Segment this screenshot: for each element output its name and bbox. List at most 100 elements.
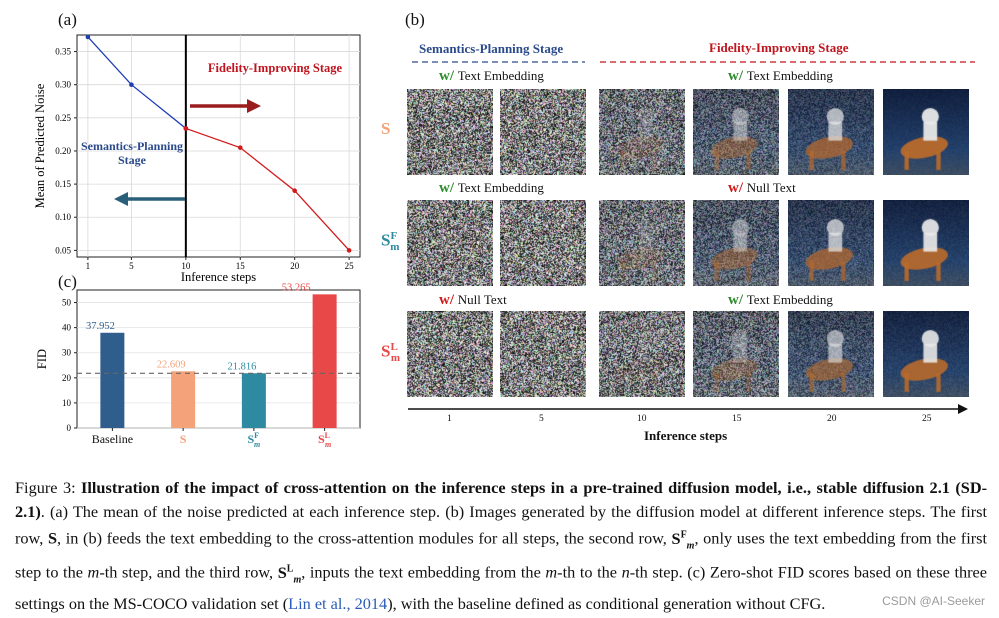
generated-image <box>693 311 779 397</box>
y-tick-label: 10 <box>62 398 72 408</box>
plot-frame <box>76 34 361 258</box>
data-point <box>292 188 297 194</box>
row-label-2: SFm <box>381 230 400 254</box>
row-header-w: w/ <box>439 68 458 84</box>
y-tick-label: 30 <box>62 348 72 358</box>
generated-image <box>883 200 969 286</box>
image-canvas <box>693 200 779 286</box>
bar-value-label: 37.952 <box>86 321 115 332</box>
row-header-text: Text Embedding <box>746 68 833 83</box>
y-tick-label: 0.20 <box>55 146 71 156</box>
caption-var-m: m <box>87 562 100 582</box>
generated-image <box>788 89 874 175</box>
image-canvas <box>500 200 586 286</box>
fid-bar-chart: 0 10 20 30 40 50 37.952 Baseline 22.609 S 21.816 SF… <box>35 282 361 449</box>
caption-symbol-slm: SLm <box>277 562 302 586</box>
stage-dashed-lines <box>412 61 975 63</box>
image-canvas <box>693 311 779 397</box>
caption-text: , only uses the text embedding from the … <box>15 528 988 582</box>
caption-text: . (a) The mean of the noise predicted at… <box>15 501 987 548</box>
watermark: CSDN @AI-Seeker <box>882 594 985 608</box>
panel-a-letter: (a) <box>58 10 77 29</box>
bar-value-label: 21.816 <box>227 361 256 372</box>
caption-text: ), with the baseline defined as conditio… <box>387 593 826 613</box>
y-axis-label: FID <box>35 349 49 369</box>
bar-value-label: 22.609 <box>157 359 186 370</box>
image-canvas <box>407 311 493 397</box>
row-label-1: S <box>381 119 391 138</box>
image-canvas <box>883 200 969 286</box>
step-tick-label: 20 <box>827 414 837 424</box>
y-axis-label: Mean of Predicted Noise <box>33 83 47 208</box>
noise-line-chart: 0.050.100.150.200.250.300.351 5 10 15 20 25In… <box>33 34 361 284</box>
image-canvas <box>599 89 685 175</box>
category-label: SF m <box>247 431 260 449</box>
row-header-w: w/ <box>439 180 458 196</box>
row-header-text: Null Text <box>746 180 796 195</box>
category-label-sub: m <box>254 440 260 449</box>
y-tick-label: 0.35 <box>55 47 71 57</box>
generated-image <box>599 311 685 397</box>
image-canvas <box>788 200 874 286</box>
generated-image <box>693 200 779 286</box>
image-canvas <box>599 311 685 397</box>
category-label: SL m <box>318 431 331 449</box>
caption-symbol-s: S <box>47 528 58 548</box>
caption-text: -th step. (c) Zero-shot FID scores based… <box>15 562 987 613</box>
step-tick-label: 15 <box>732 414 742 424</box>
data-point <box>237 145 243 150</box>
caption-var-n: n <box>621 562 630 582</box>
y-tick-label: 0.25 <box>55 113 71 123</box>
image-canvas <box>599 200 685 286</box>
bar <box>100 332 125 428</box>
generated-image <box>788 200 874 286</box>
caption-title: Illustration of the impact of cross-atte… <box>15 478 987 521</box>
row-header-right: w/ Text Embedding <box>728 68 833 85</box>
caption-text: -th step, and the third row, <box>99 562 278 582</box>
caption-var-m: m <box>545 562 558 582</box>
data-point <box>85 34 91 40</box>
row-header-w: w/ <box>728 292 747 308</box>
semantics-stage-label: Semantics-Planning <box>81 139 183 153</box>
y-tick-label: 20 <box>62 373 72 383</box>
category-label: Baseline <box>92 432 133 446</box>
generated-image <box>407 200 493 286</box>
generated-image <box>500 311 586 397</box>
generated-image <box>693 89 779 175</box>
image-canvas <box>788 311 874 397</box>
caption-symbol-sfm: SFm <box>671 528 695 551</box>
generated-image <box>407 311 493 397</box>
row-label-sub: m <box>390 241 400 254</box>
data-point <box>183 126 189 131</box>
y-tick-label: 50 <box>62 298 72 308</box>
bar <box>312 294 337 428</box>
row-header-text: Text Embedding <box>746 292 833 307</box>
row-label-3: SLm <box>381 341 400 365</box>
y-tick-label: 0.30 <box>55 80 71 90</box>
row-header-w: w/ <box>728 180 747 196</box>
x-tick-label: 25 <box>345 261 355 271</box>
figure-label: Figure 3: <box>15 478 76 497</box>
step-tick-label: 10 <box>637 414 647 424</box>
steps-axis-label: Inference steps <box>644 428 728 443</box>
step-tick-label: 25 <box>922 414 932 424</box>
bar-value-label: 53.265 <box>282 282 311 293</box>
category-label-sup: F <box>254 431 259 440</box>
row-label-sub: m <box>390 352 400 365</box>
data-point <box>129 82 134 88</box>
citation-link[interactable]: Lin et al., 2014 <box>288 593 388 613</box>
y-tick-label: 0 <box>67 423 72 433</box>
y-tick-label: 0.10 <box>55 212 71 222</box>
row-header-w: w/ <box>439 292 458 308</box>
row-header-text: Null Text <box>457 292 507 307</box>
image-canvas <box>500 311 586 397</box>
image-canvas <box>883 89 969 175</box>
bar <box>241 373 266 428</box>
x-tick-label: 20 <box>290 261 300 271</box>
row-header-text: Text Embedding <box>457 180 544 195</box>
generated-image <box>599 200 685 286</box>
category-label-sub: m <box>325 440 331 449</box>
row-header-right: w/ Null Text <box>728 180 796 197</box>
caption-text: , in (b) feeds the text embedding to the… <box>57 528 672 548</box>
image-canvas <box>407 89 493 175</box>
